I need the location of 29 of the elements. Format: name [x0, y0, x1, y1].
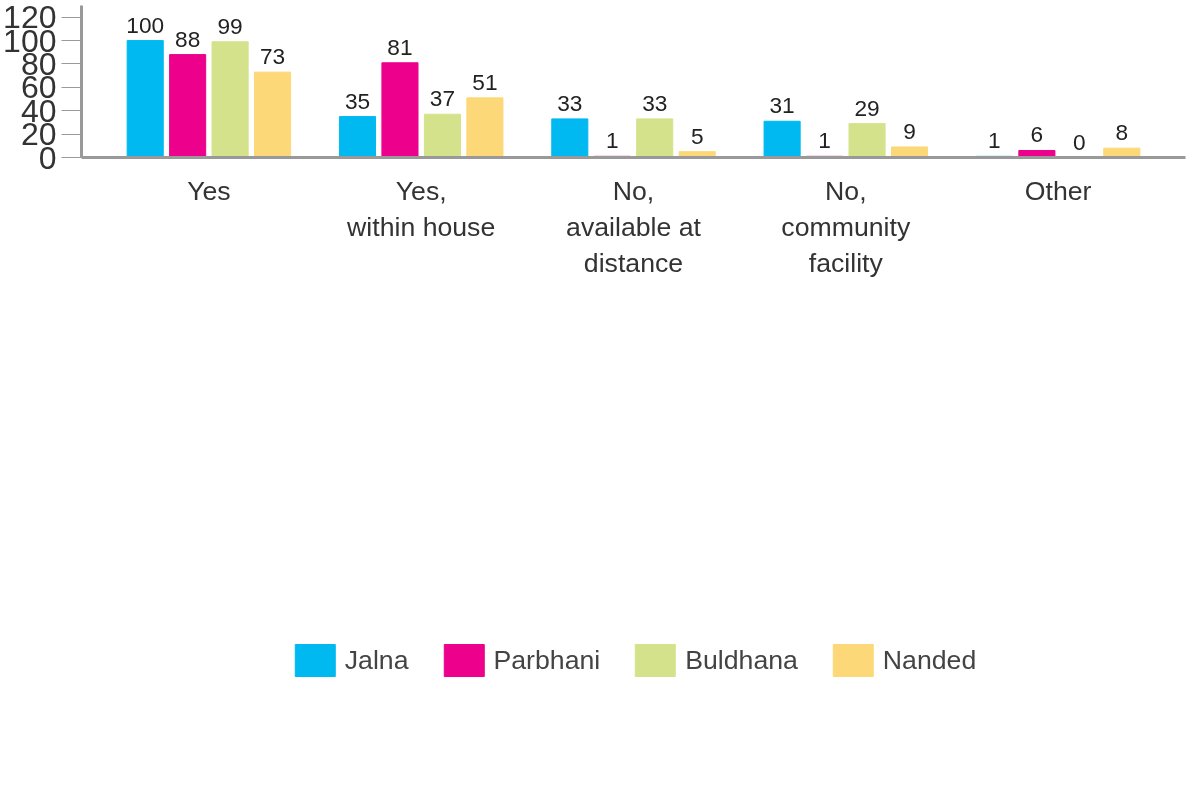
- data-label: 29: [854, 94, 880, 121]
- x-tick-label: No, available at distance: [566, 175, 702, 278]
- legend-label: Nanded: [882, 644, 977, 676]
- data-label: 5: [690, 122, 704, 149]
- data-label: 73: [259, 43, 286, 70]
- legend-label: Jalna: [344, 644, 409, 676]
- data-label: 35: [344, 87, 371, 114]
- data-label: 37: [429, 85, 456, 112]
- data-label: 33: [557, 89, 583, 116]
- legend-label: Buldhana: [685, 644, 798, 676]
- data-label: 81: [387, 33, 413, 60]
- data-label: 1: [988, 127, 1001, 154]
- data-label: 51: [472, 68, 498, 95]
- x-tick-label: No, community facility: [781, 175, 911, 278]
- data-label: 6: [1030, 121, 1044, 148]
- data-label: 1: [818, 127, 831, 154]
- legend-label: Parbhani: [493, 644, 601, 676]
- data-label: 88: [175, 25, 201, 52]
- data-label: 0: [1073, 128, 1086, 155]
- x-tick-label: Other: [1024, 175, 1092, 206]
- data-label: 1: [605, 127, 619, 154]
- data-label: 9: [903, 117, 916, 144]
- data-label: 8: [1115, 119, 1129, 146]
- data-label: 100: [126, 11, 165, 38]
- data-label: 33: [642, 89, 668, 116]
- x-tick-label: Yes, within house: [346, 175, 496, 242]
- data-label: 31: [769, 92, 795, 119]
- x-tick-label: Yes: [187, 175, 231, 206]
- data-label: 99: [217, 12, 243, 39]
